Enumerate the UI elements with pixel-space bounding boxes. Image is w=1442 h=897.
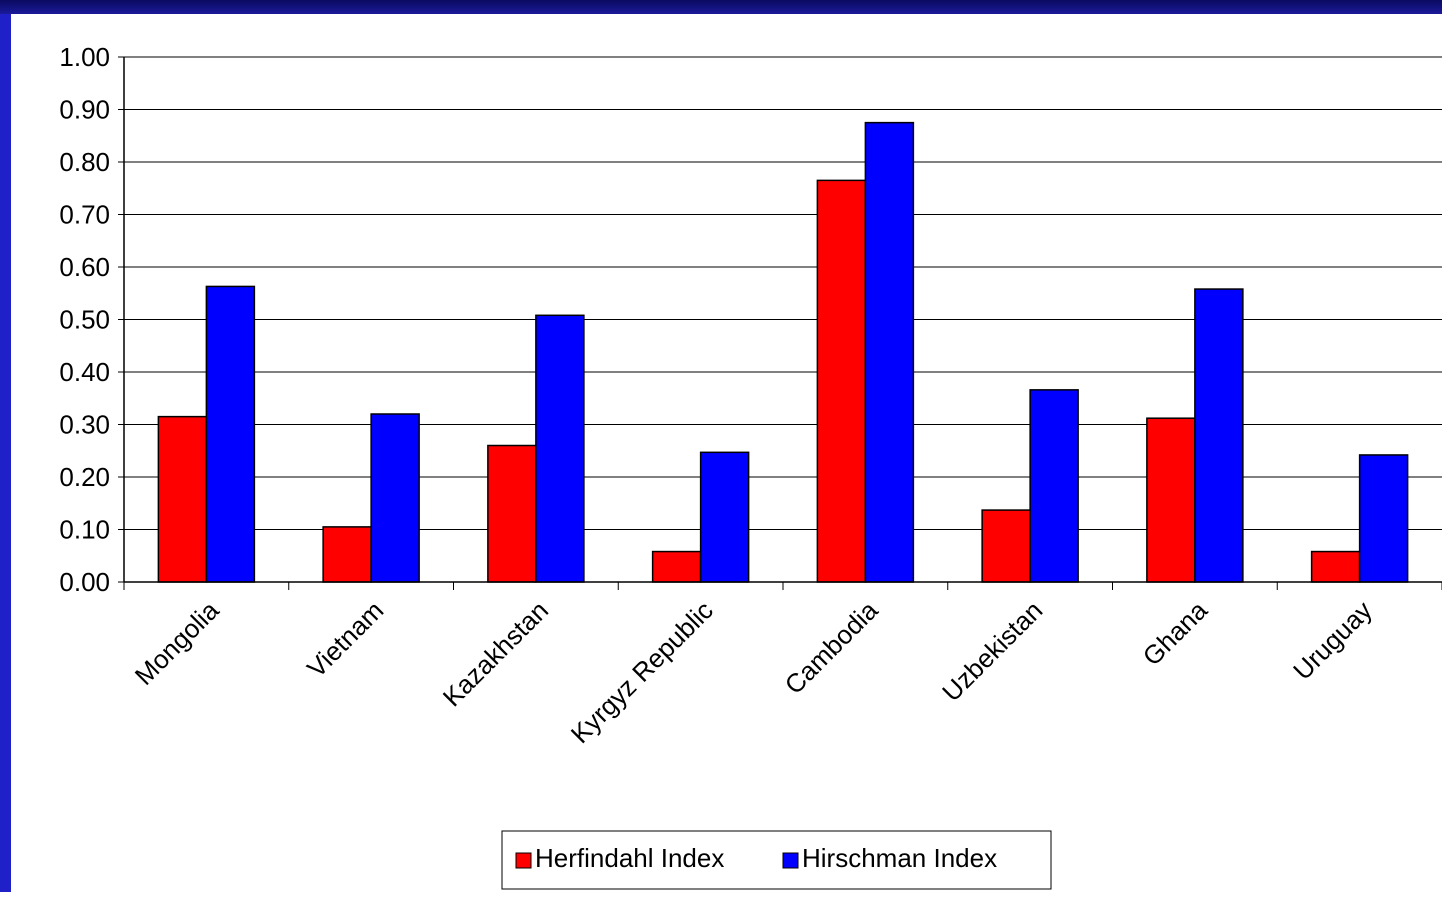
bar-herfindahl-mongolia	[157, 415, 208, 583]
bar-hirschman-uruguay	[1358, 454, 1409, 583]
y-tick-label: 1.00	[59, 42, 110, 72]
bar-chart: 0.00 0.10 0.20 0.30 0.40 0.50 0.60 0.70 0.80 0.90…	[59, 42, 1442, 890]
x-tick-labels: Mongolia Vietnam Kazakhstan Kyrgyz Republic…	[129, 595, 1378, 749]
bar-hirschman-mongolia	[205, 285, 256, 583]
x-tick-label-cambodia: Cambodia	[779, 595, 884, 700]
y-tick-label: 0.10	[59, 515, 110, 545]
bar-herfindahl-uzbekistan	[981, 509, 1031, 583]
bar-hirschman-ghana	[1194, 288, 1244, 583]
x-tick-label-vietnam: Vietnam	[301, 595, 389, 683]
bar-herfindahl-ghana	[1146, 417, 1196, 583]
x-tick-label-uzbekistan: Uzbekistan	[936, 595, 1048, 707]
bar-hirschman-kazakhstan	[535, 314, 585, 583]
bar-hirschman-uzbekistan	[1029, 389, 1079, 583]
axes	[123, 57, 1442, 590]
x-tick-label-kyrgyz-republic: Kyrgyz Republic	[565, 595, 719, 749]
y-tick-labels: 0.00 0.10 0.20 0.30 0.40 0.50 0.60 0.70 0.80 0.90…	[59, 42, 110, 597]
y-tick-label: 0.00	[59, 567, 110, 597]
slide-top-bar	[0, 0, 1442, 14]
bar-herfindahl-cambodia	[816, 179, 867, 583]
legend-swatch-hirschman	[782, 852, 799, 869]
bar-hirschman-vietnam	[370, 413, 420, 583]
y-tick-label: 0.20	[59, 462, 110, 492]
bar-hirschman-cambodia	[864, 121, 915, 583]
legend-label-hirschman: Hirschman Index	[802, 843, 997, 873]
legend-label-herfindahl: Herfindahl Index	[535, 843, 724, 873]
y-tick-label: 0.80	[59, 147, 110, 177]
bar-herfindahl-uruguay	[1310, 550, 1361, 583]
x-tick-label-mongolia: Mongolia	[129, 595, 225, 691]
y-tick-label: 0.90	[59, 95, 110, 125]
bar-herfindahl-kazakhstan	[487, 444, 537, 583]
bar-herfindahl-kyrgyz-republic	[651, 550, 702, 583]
bar-herfindahl-vietnam	[322, 526, 372, 583]
legend-box	[501, 830, 1052, 890]
bars	[157, 121, 1409, 583]
y-tick-label: 0.40	[59, 357, 110, 387]
x-tick-label-kazakhstan: Kazakhstan	[437, 595, 554, 712]
y-tick-label: 0.60	[59, 252, 110, 282]
y-tick-label: 0.50	[59, 305, 110, 335]
x-tick-label-uruguay: Uruguay	[1287, 595, 1378, 686]
chart-panel: 0.00 0.10 0.20 0.30 0.40 0.50 0.60 0.70 0.80 0.90…	[11, 14, 1442, 892]
legend: Herfindahl Index Hirschman Index	[501, 830, 1052, 890]
legend-swatch-herfindahl	[515, 852, 532, 869]
y-tick-label: 0.30	[59, 410, 110, 440]
y-tick-label: 0.70	[59, 200, 110, 230]
bar-hirschman-kyrgyz-republic	[699, 451, 750, 583]
x-tick-label-ghana: Ghana	[1137, 595, 1214, 672]
